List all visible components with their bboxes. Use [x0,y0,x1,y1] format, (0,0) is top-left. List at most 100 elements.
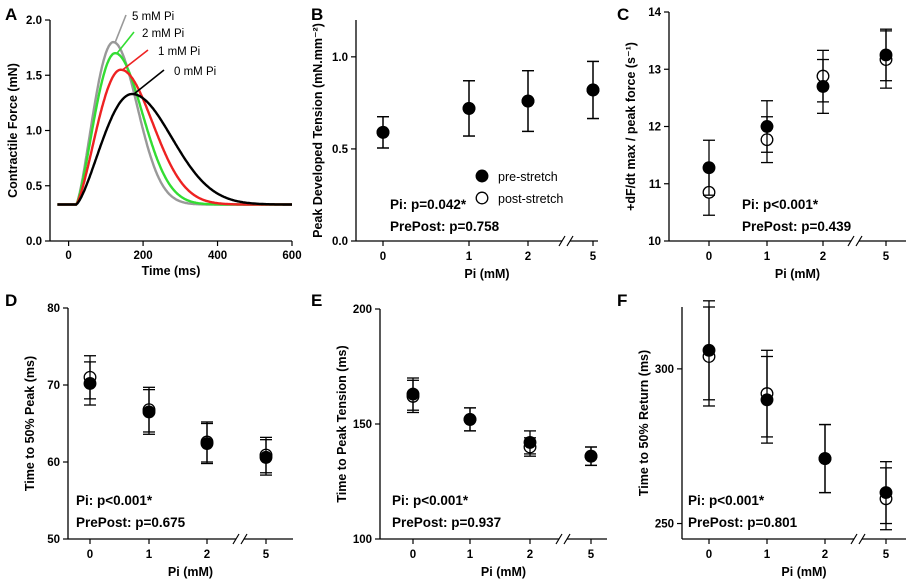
a-x-tick-label: 400 [208,250,227,262]
e-pre-stretch-point [523,435,537,449]
a-label-leader [116,31,135,54]
b-pre-stretch-point [462,101,476,115]
c-y-axis-label: +dF/dt max / peak force (s⁻¹) [624,42,638,211]
b-y-axis-label: Peak Developed Tension (mN.mm⁻²) [311,23,325,238]
f-y-tick-label: 300 [655,364,674,376]
d-x-tick-label: 2 [204,549,210,561]
a-series-line [57,92,292,206]
a-y-axis-label: Contractile Force (mN) [6,63,20,198]
f-x-tick-label: 1 [764,549,771,561]
d-x-tick-label: 5 [263,549,270,561]
f-stat-prepost: PrePost: p=0.801 [688,515,798,530]
a-y-tick-label: 0.0 [26,236,42,248]
c-pre-stretch-point [816,79,830,93]
c-pre-stretch-point [760,120,774,133]
c-x-tick-label: 5 [883,251,890,263]
b-axis-break-mark [566,235,574,247]
e-x-tick-label: 5 [588,549,595,561]
c-y-tick-label: 13 [648,64,661,76]
e-stat-prepost: PrePost: p=0.937 [392,515,501,530]
panel-letter-b: B [311,5,323,24]
d-axis-break-mark [232,533,240,545]
b-stat-pi: Pi: p=0.042* [390,197,467,212]
d-y-axis-label: Time to 50% Peak (ms) [23,356,37,491]
a-series-line [57,68,292,206]
d-y-tick-label: 60 [47,457,60,469]
f-pre-stretch-point [818,452,832,466]
d-pre-stretch-point [83,377,97,390]
f-y-axis-label: Time to 50% Return (ms) [637,350,651,496]
e-y-tick-label: 150 [353,419,372,431]
panel-letter-e: E [311,291,322,310]
e-pre-stretch-point [463,412,477,426]
f-y-tick-label: 250 [655,519,674,531]
panel-e: E 100 150 200 0 1 2 5 Pi (mM) Time to Peak Tensi… [311,291,607,579]
f-x-tick-label: 0 [706,549,712,561]
c-y-tick-label: 10 [648,236,661,248]
a-series-label: 1 mM Pi [158,46,200,58]
d-y-tick-label: 70 [47,380,60,392]
panel-f: F 250 300 0 1 2 5 Pi (mM) Time to 50% Return (m… [617,291,906,579]
b-y-tick-label: 0.0 [332,236,348,248]
e-x-tick-label: 2 [527,549,533,561]
e-pre-stretch-point [584,449,598,463]
d-x-tick-label: 1 [146,549,153,561]
panel-a: A 0.0 0.5 1.0 1.5 2.0 0 200 400 600 Time (ms) Cont… [5,5,302,278]
c-x-tick-label: 1 [764,251,771,263]
a-x-tick-label: 600 [282,250,301,262]
a-label-leader [133,69,165,95]
a-y-tick-label: 1.5 [26,70,43,82]
e-x-axis-label: Pi (mM) [481,565,526,579]
legend-post-stretch-label: post-stretch [498,192,563,206]
c-stat-prepost: PrePost: p=0.439 [742,219,851,234]
d-pre-stretch-point [259,450,273,464]
b-x-axis-label: Pi (mM) [464,267,509,281]
f-pre-stretch-point [760,393,774,407]
c-x-axis-label: Pi (mM) [775,267,820,281]
legend-pre-stretch-label: pre-stretch [498,170,558,184]
d-pre-stretch-point [142,405,156,419]
e-x-tick-label: 1 [467,549,474,561]
a-series-label: 2 mM Pi [142,28,184,40]
b-pre-stretch-point [521,94,535,108]
a-x-tick-label: 200 [133,250,152,262]
a-y-tick-label: 1.0 [26,126,42,138]
e-pre-stretch-point [406,387,420,401]
panel-letter-a: A [5,5,17,24]
panel-letter-c: C [617,5,629,24]
d-x-tick-label: 0 [87,549,93,561]
f-stat-pi: Pi: p<0.001* [688,493,765,508]
c-stat-pi: Pi: p<0.001* [742,197,819,212]
a-label-leader [114,14,127,43]
e-y-tick-label: 200 [353,304,372,316]
e-x-tick-label: 0 [410,549,416,561]
a-series-label: 5 mM Pi [132,11,174,23]
a-label-leader [122,49,149,71]
b-y-tick-label: 0.5 [332,144,349,156]
f-x-axis-label: Pi (mM) [781,565,826,579]
d-pre-stretch-point [200,437,214,450]
e-axis-break-mark [555,533,563,545]
a-x-tick-label: 0 [65,250,71,262]
b-pre-stretch-point [376,125,390,139]
legend-post-stretch-marker [475,191,489,205]
e-y-axis-label: Time to Peak Tension (ms) [335,345,349,502]
d-x-axis-label: Pi (mM) [168,565,213,579]
c-y-tick-label: 12 [648,122,661,134]
c-axis-break-mark [847,235,855,247]
b-axis-break-mark [558,235,566,247]
c-pre-stretch-point [702,161,716,175]
legend-pre-stretch-marker [475,169,489,183]
f-x-tick-label: 2 [822,549,828,561]
a-series-label: 0 mM Pi [174,66,216,78]
d-axis-break-mark [240,533,248,545]
c-y-tick-label: 11 [649,179,662,191]
e-y-tick-label: 100 [353,534,372,546]
panel-letter-f: F [617,291,627,310]
panel-letter-d: D [5,291,17,310]
e-stat-pi: Pi: p<0.001* [392,493,469,508]
e-axis-break-mark [563,533,571,545]
c-x-tick-label: 2 [820,251,826,263]
